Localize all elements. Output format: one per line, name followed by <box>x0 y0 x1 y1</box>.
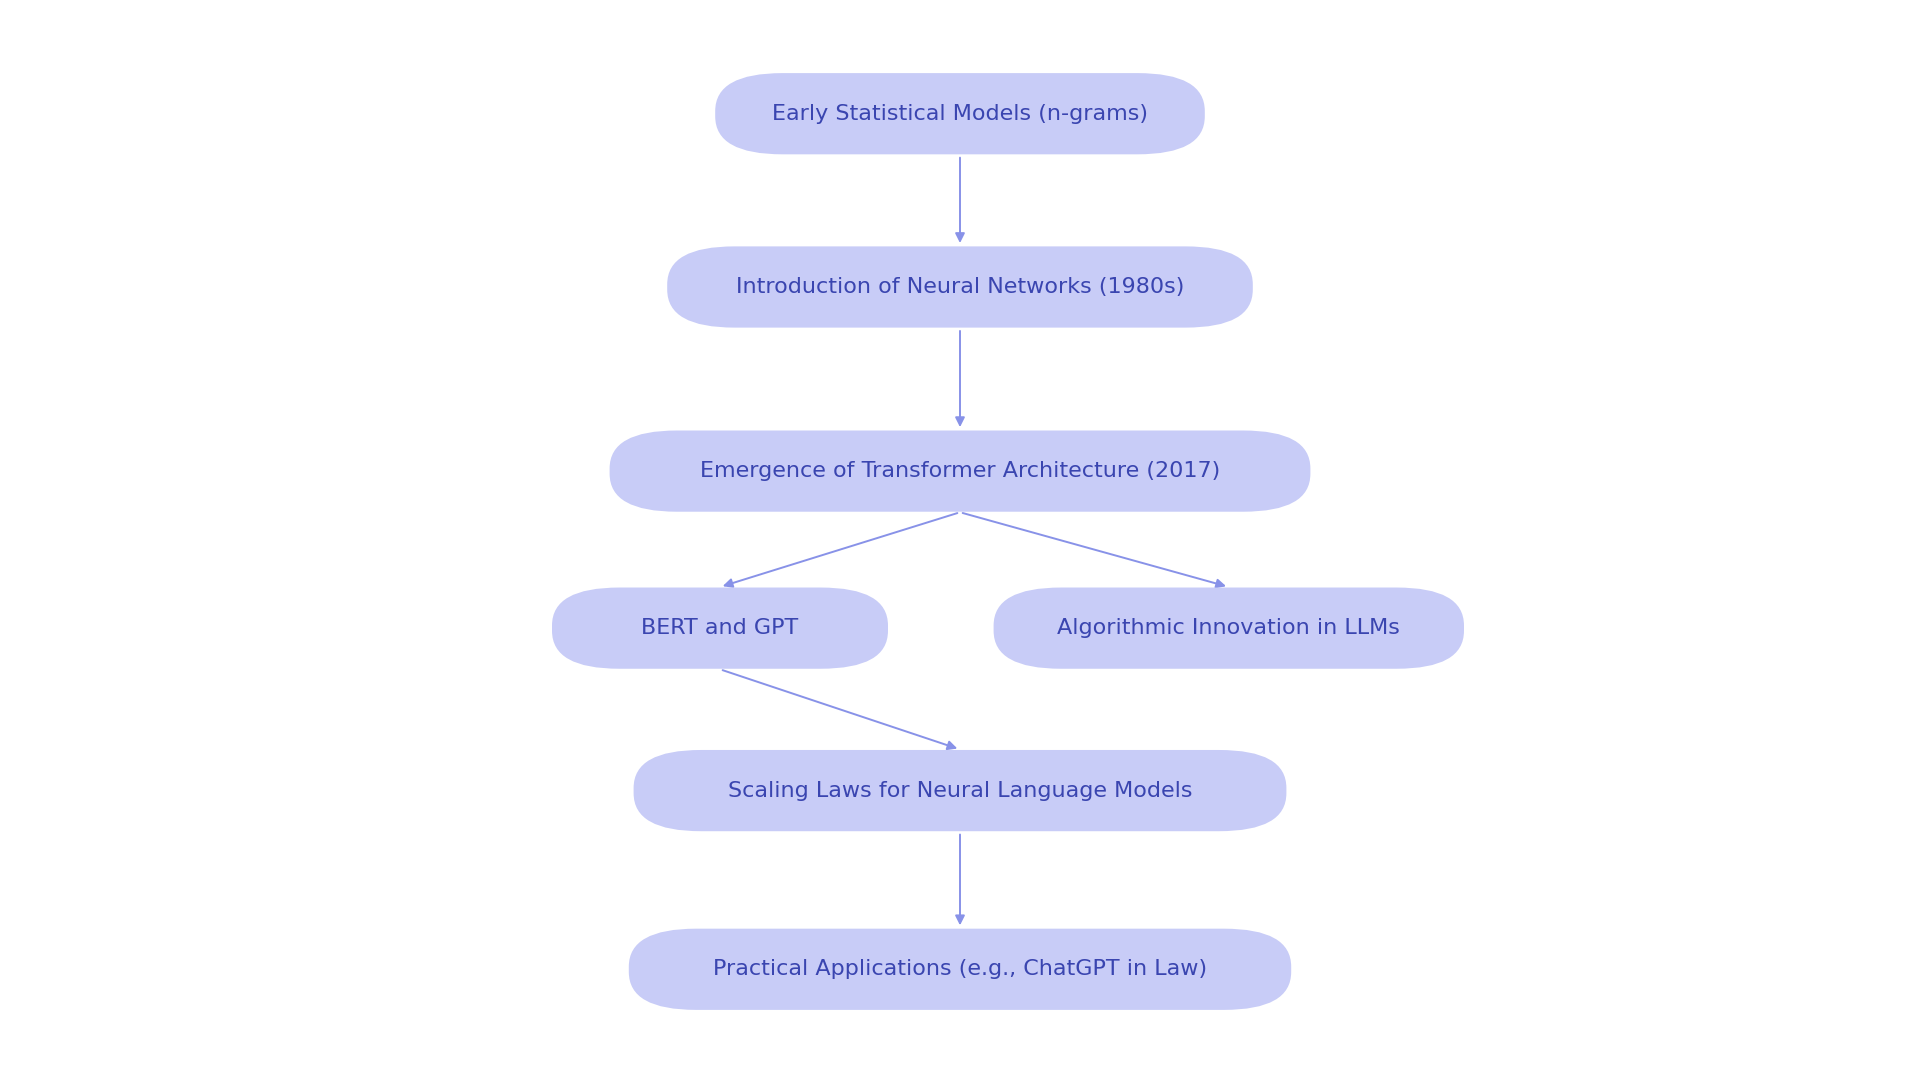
FancyBboxPatch shape <box>668 247 1254 327</box>
FancyBboxPatch shape <box>553 587 887 669</box>
FancyBboxPatch shape <box>630 928 1290 1009</box>
FancyBboxPatch shape <box>714 74 1206 155</box>
FancyBboxPatch shape <box>611 431 1309 512</box>
Text: Introduction of Neural Networks (1980s): Introduction of Neural Networks (1980s) <box>735 277 1185 297</box>
FancyBboxPatch shape <box>634 749 1286 832</box>
Text: BERT and GPT: BERT and GPT <box>641 618 799 638</box>
Text: Emergence of Transformer Architecture (2017): Emergence of Transformer Architecture (2… <box>701 461 1219 481</box>
Text: Algorithmic Innovation in LLMs: Algorithmic Innovation in LLMs <box>1058 618 1400 638</box>
Text: Practical Applications (e.g., ChatGPT in Law): Practical Applications (e.g., ChatGPT in… <box>712 960 1208 979</box>
Text: Scaling Laws for Neural Language Models: Scaling Laws for Neural Language Models <box>728 781 1192 800</box>
FancyBboxPatch shape <box>995 587 1465 669</box>
Text: Early Statistical Models (n-grams): Early Statistical Models (n-grams) <box>772 104 1148 123</box>
